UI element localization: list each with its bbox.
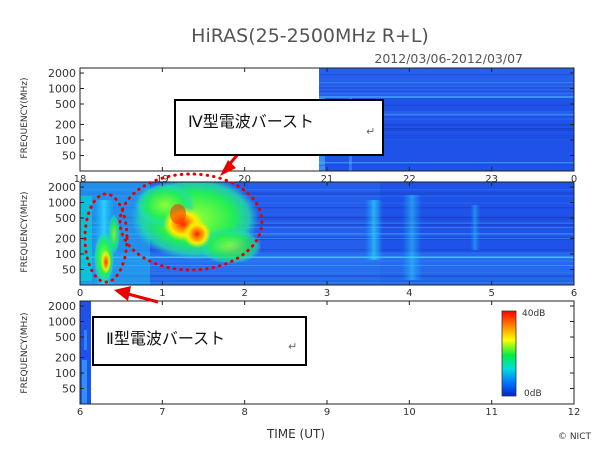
- x-tick-label: 7: [159, 407, 165, 418]
- x-tick-label: 12: [568, 407, 581, 418]
- colorbar-min-label: 0dB: [524, 389, 542, 399]
- y-tick-label: 1000: [48, 82, 76, 95]
- credit-text: © NICT: [558, 432, 592, 442]
- y-tick-label: 1000: [48, 196, 76, 209]
- x-tick-label: 6: [77, 407, 83, 418]
- y-tick-label: 200: [55, 351, 76, 364]
- x-tick-label: 18: [74, 174, 87, 185]
- y-tick-label: 50: [62, 382, 76, 395]
- y-tick-label: 200: [55, 232, 76, 245]
- type-iv-arrow-head: [220, 160, 236, 176]
- y-tick-label: 500: [55, 331, 76, 344]
- x-tick-label: 0: [77, 288, 83, 299]
- x-axis-label: TIME (UT): [266, 427, 325, 441]
- y-tick-label: 2000: [48, 181, 76, 194]
- x-tick-label: 21: [321, 174, 334, 185]
- y-tick-label: 100: [55, 248, 76, 261]
- x-tick-label: 3: [324, 288, 330, 299]
- y-tick-label: 50: [62, 149, 76, 162]
- x-tick-label: 9: [324, 407, 330, 418]
- x-tick-label: 4: [406, 288, 412, 299]
- x-tick-label: 8: [241, 407, 247, 418]
- annotation-overlays: [83, 153, 264, 304]
- colorbar-max-label: 40dB: [522, 309, 545, 319]
- colorbar: 40dB 0dB: [501, 309, 545, 399]
- x-tick-label: 22: [403, 174, 416, 185]
- y-tick-label: 2000: [48, 67, 76, 80]
- y-tick-label: 2000: [48, 300, 76, 313]
- y-tick-label: 50: [62, 263, 76, 276]
- x-tick-label: 0: [571, 174, 577, 185]
- type-iv-burst-callout: Ⅳ型電波バースト ↵: [174, 99, 384, 156]
- type-ii-arrow-shaft: [127, 292, 159, 304]
- y-tick-label: 500: [55, 212, 76, 225]
- type-iv-burst-label: Ⅳ型電波バースト: [188, 112, 314, 131]
- x-tick-label: 20: [238, 174, 251, 185]
- date-range: 2012/03/06-2012/03/07: [374, 51, 523, 66]
- y-axis-label-bottom: FREQUENCY(MHz): [20, 312, 30, 393]
- x-tick-label: 23: [485, 174, 498, 185]
- y-tick-label: 200: [55, 118, 76, 131]
- y-axis-label-top: FREQUENCY(MHz): [20, 77, 30, 158]
- chart-title: HiRAS(25-2500MHz R+L): [191, 25, 429, 47]
- panel-middle-spectrogram: [80, 182, 574, 285]
- type-ii-burst-dotted-outline: [83, 192, 129, 284]
- y-tick-label: 100: [55, 367, 76, 380]
- type-ii-burst-label: Ⅱ型電波バースト: [106, 329, 226, 348]
- type-ii-burst-callout: Ⅱ型電波バースト ↵: [92, 316, 307, 366]
- x-tick-label: 2: [241, 288, 247, 299]
- y-tick-label: 500: [55, 98, 76, 111]
- return-mark-icon: ↵: [288, 340, 298, 353]
- type-ii-arrow-head: [114, 286, 131, 301]
- x-tick-label: 1: [159, 288, 165, 299]
- type-iv-burst-dotted-outline: [118, 172, 264, 272]
- x-tick-label: 10: [403, 407, 416, 418]
- panel-bottom-spectrogram: [80, 301, 91, 404]
- y-axis-label-middle: FREQUENCY(MHz): [20, 191, 30, 272]
- y-tick-label: 1000: [48, 315, 76, 328]
- x-tick-label: 6: [571, 288, 577, 299]
- return-mark-icon: ↵: [366, 125, 376, 138]
- x-tick-label: 11: [485, 407, 498, 418]
- y-tick-label: 100: [55, 134, 76, 147]
- x-tick-label: 5: [488, 288, 494, 299]
